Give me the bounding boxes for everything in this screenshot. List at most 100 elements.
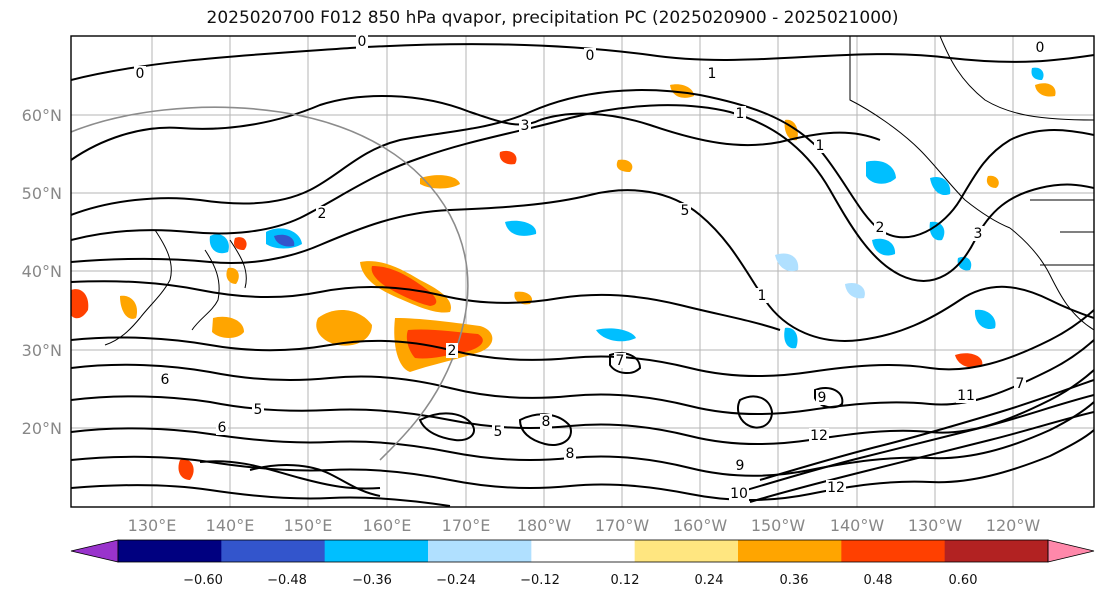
contour-label: 11 bbox=[957, 388, 975, 404]
colorbar-segment bbox=[324, 540, 429, 562]
contour-line bbox=[199, 460, 381, 490]
contour-label: 12 bbox=[827, 480, 845, 496]
contour-label-bg bbox=[706, 66, 718, 81]
precip-patch bbox=[596, 328, 636, 342]
contour-label-bg bbox=[492, 424, 504, 439]
precip-patch bbox=[986, 175, 999, 188]
colorbar-arrow-right bbox=[1047, 539, 1095, 563]
contour-label: 1 bbox=[758, 288, 767, 304]
contour-label: 0 bbox=[358, 34, 367, 50]
contour-label: 1 bbox=[708, 66, 717, 82]
precip-patch bbox=[226, 267, 239, 284]
contour-label-bg bbox=[614, 353, 626, 368]
lat-label: 50°N bbox=[22, 184, 62, 203]
precip-patch bbox=[872, 238, 896, 256]
contour-label: 0 bbox=[136, 66, 145, 82]
contour-label: 8 bbox=[566, 446, 575, 462]
precip-patch bbox=[316, 309, 372, 346]
contour-label-bg bbox=[679, 203, 691, 218]
precip-patch bbox=[234, 237, 247, 250]
coastline bbox=[229, 239, 247, 289]
precip-patch bbox=[775, 253, 799, 272]
coastline bbox=[939, 36, 1094, 121]
colorbar-segment bbox=[738, 540, 842, 562]
precip-patch bbox=[178, 459, 194, 480]
precip-patch bbox=[120, 295, 138, 319]
precip-patch bbox=[784, 327, 798, 349]
contour-label-bg bbox=[564, 446, 576, 461]
precip-patch bbox=[209, 234, 229, 254]
contour-label-bg bbox=[1034, 40, 1046, 55]
precip-patch bbox=[274, 234, 295, 247]
contour-label: 6 bbox=[161, 372, 170, 388]
colorbar-segment bbox=[944, 540, 1049, 562]
coastline bbox=[104, 229, 172, 346]
contour-line bbox=[71, 401, 1094, 477]
precip-patch bbox=[866, 160, 896, 184]
contour-label-bg bbox=[584, 48, 596, 63]
contour-label: 9 bbox=[736, 458, 745, 474]
contour-label: 7 bbox=[616, 353, 625, 369]
contour-label: 5 bbox=[681, 203, 690, 219]
lat-label: 60°N bbox=[22, 106, 62, 125]
precip-patch bbox=[845, 282, 865, 299]
lon-label: 130°E bbox=[128, 516, 177, 535]
precip-patch bbox=[974, 309, 996, 330]
precip-patch bbox=[929, 221, 945, 241]
contour-label-bg bbox=[252, 402, 264, 417]
colorbar-tick-label: −0.12 bbox=[520, 573, 560, 588]
coastlines bbox=[104, 36, 1094, 346]
contour-label: 7 bbox=[1016, 376, 1025, 392]
colorbar-frame bbox=[117, 539, 1049, 563]
contour-label-bg bbox=[809, 428, 829, 443]
colorbar-tick-label: 0.12 bbox=[611, 573, 640, 588]
contour-label: 10 bbox=[730, 486, 748, 502]
lon-label: 150°W bbox=[751, 516, 806, 535]
precip-patch bbox=[71, 289, 89, 319]
contour-label-bg bbox=[216, 420, 228, 435]
precip-patch bbox=[406, 329, 483, 359]
contour-label-bg bbox=[814, 138, 826, 153]
colorbar-tick-label: 0.24 bbox=[695, 573, 724, 588]
precip-patch bbox=[1035, 83, 1056, 97]
contour-label: 2 bbox=[448, 343, 457, 359]
lon-label: 170°E bbox=[442, 516, 491, 535]
contour-line bbox=[249, 464, 381, 497]
lon-label: 140°E bbox=[206, 516, 255, 535]
contour-label-bg bbox=[826, 480, 846, 495]
colorbar-segment bbox=[841, 540, 946, 562]
coastline bbox=[1009, 227, 1094, 331]
contour-line bbox=[739, 394, 1094, 493]
contour-line bbox=[759, 379, 1094, 481]
contour-label-bg bbox=[729, 486, 749, 501]
contour-label: 5 bbox=[494, 424, 503, 440]
contour-label: 2 bbox=[318, 206, 327, 222]
contour-label-bg bbox=[734, 458, 746, 473]
lat-label: 20°N bbox=[22, 419, 62, 438]
contour-label-bg bbox=[874, 220, 886, 235]
lon-label: 160°W bbox=[673, 516, 728, 535]
contour-label: 1 bbox=[736, 106, 745, 122]
contour-line bbox=[749, 411, 1094, 503]
lon-label: 130°W bbox=[908, 516, 963, 535]
contour-label-bg bbox=[816, 390, 828, 405]
colorbar-tick-label: −0.48 bbox=[267, 573, 307, 588]
contour-label: 8 bbox=[542, 414, 551, 430]
contour-label: 0 bbox=[1036, 40, 1045, 56]
contour-label: 6 bbox=[218, 420, 227, 436]
colorbar-ticks: −0.60 −0.48 −0.36 −0.24 −0.12 0.12 0.24 … bbox=[183, 573, 977, 588]
lat-label: 40°N bbox=[22, 262, 62, 281]
lon-label: 160°E bbox=[363, 516, 412, 535]
contour-label: 3 bbox=[521, 118, 530, 134]
colorbar-tick-label: −0.36 bbox=[352, 573, 392, 588]
map-frame bbox=[70, 35, 1095, 508]
colorbar-arrow-left bbox=[70, 539, 119, 563]
domain-circle bbox=[71, 106, 469, 461]
contour-label: 0 bbox=[586, 48, 595, 64]
precip-patch bbox=[955, 353, 983, 368]
contour-label-bg bbox=[446, 343, 458, 358]
colorbar bbox=[70, 539, 1095, 563]
contour-label: 5 bbox=[254, 402, 263, 418]
precip-patch bbox=[616, 159, 633, 172]
